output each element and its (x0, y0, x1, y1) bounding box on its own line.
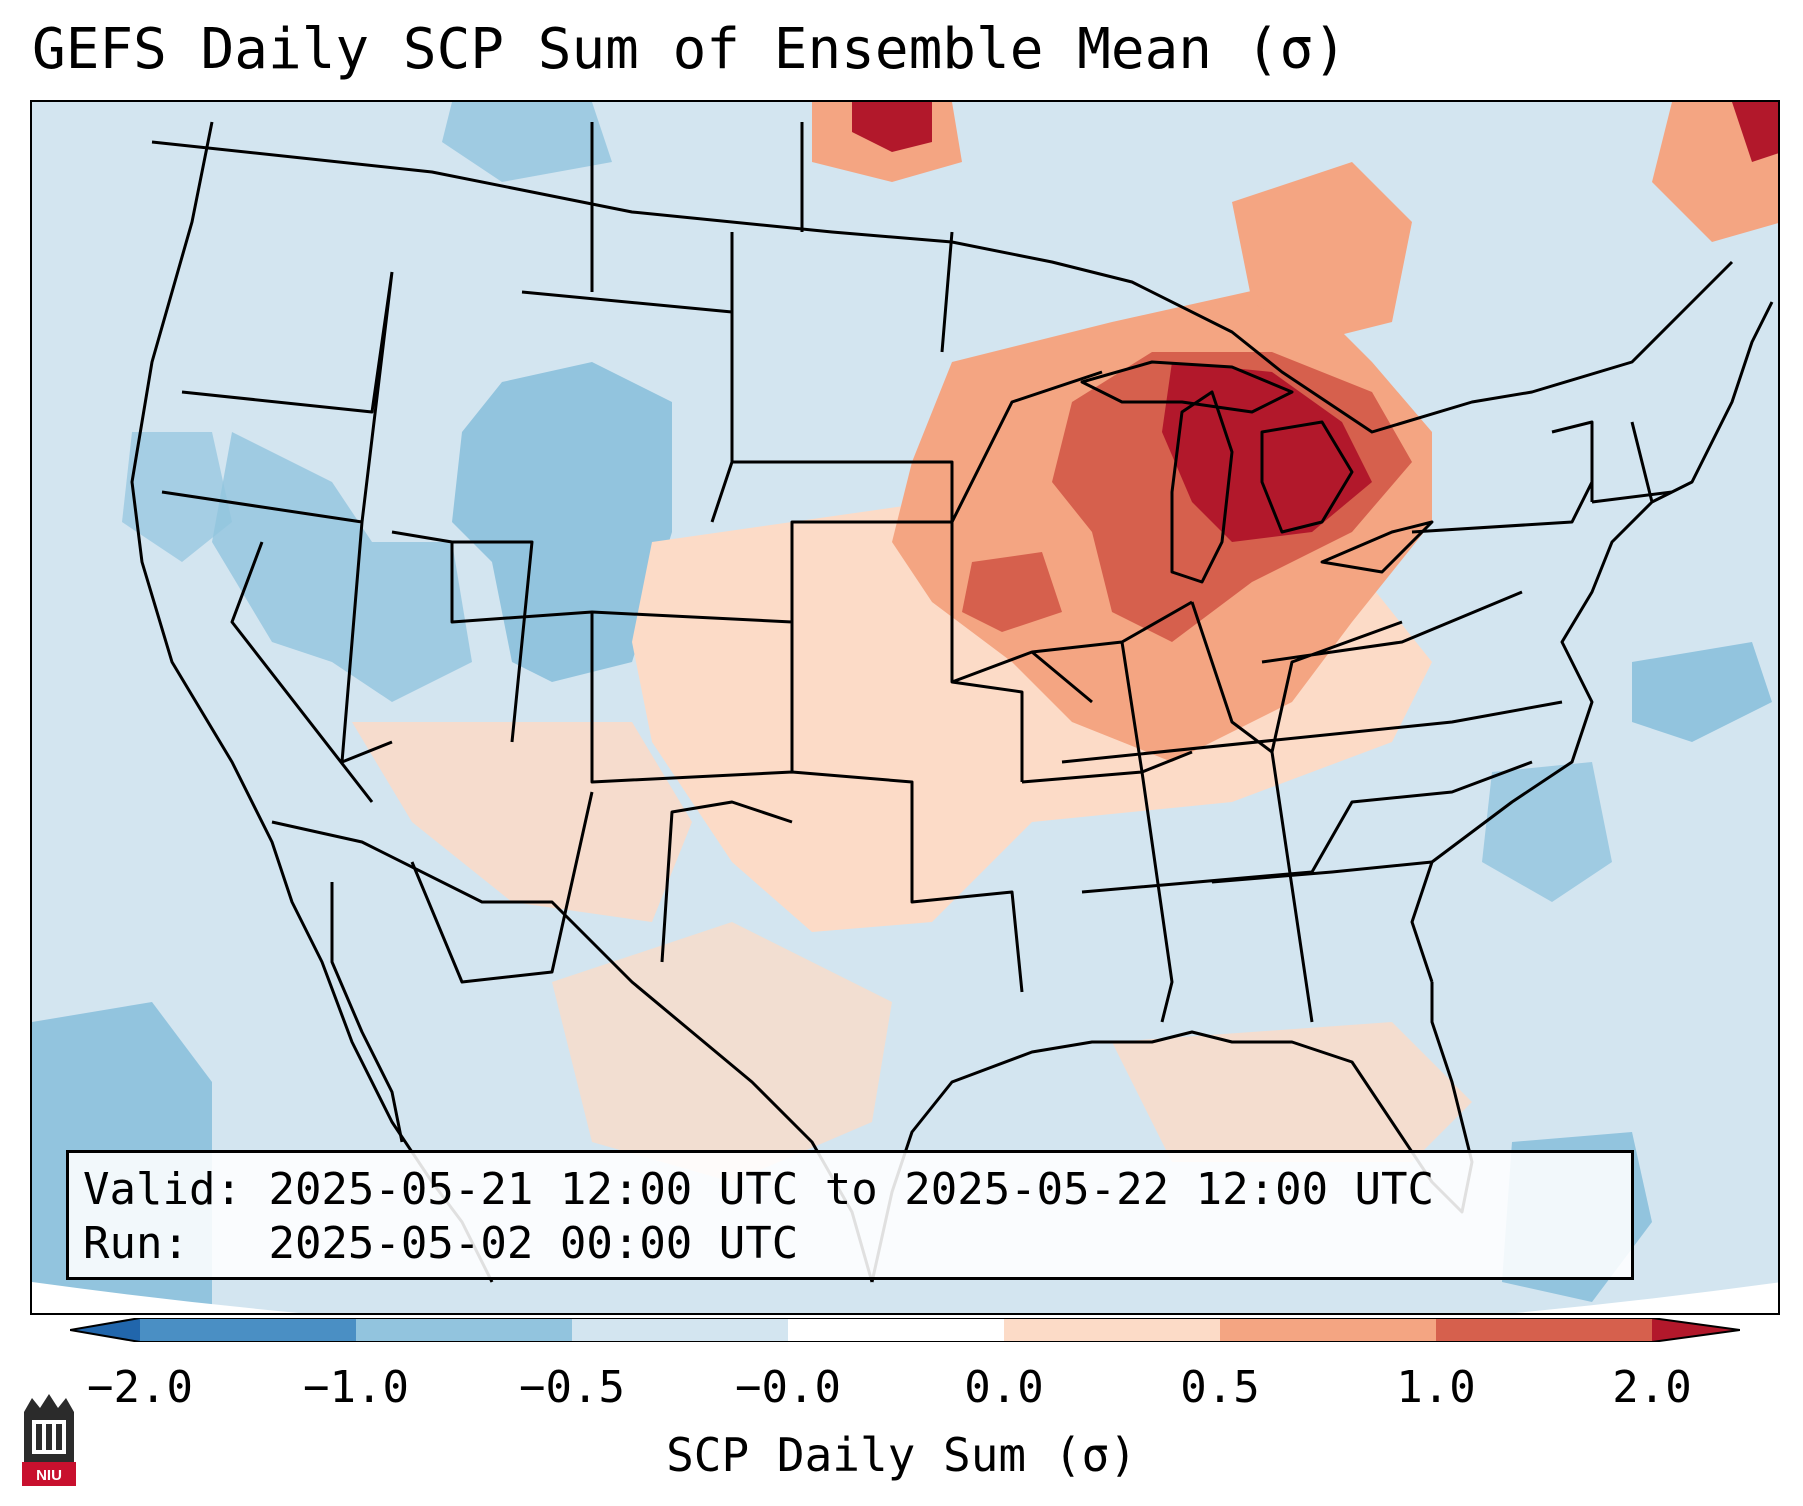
map-projection-edge (32, 1282, 1778, 1313)
region-oregon-coast-low (122, 432, 232, 562)
logo-text: NIU (36, 1467, 62, 1484)
us-canada-border (151, 140, 1734, 434)
region-carolina-low (1482, 762, 1612, 902)
colorbar-tick-label: 0.5 (1180, 1362, 1260, 1413)
niu-logo-icon: NIU (22, 1394, 76, 1486)
colorbar (70, 1318, 1740, 1342)
positive-anomaly-layer (352, 102, 1778, 1182)
state-lines (161, 122, 1673, 1023)
colorbar-bin-1 (140, 1318, 356, 1342)
colorbar-label: SCP Daily Sum (σ) (666, 1428, 1137, 1482)
map-canvas (32, 102, 1778, 1313)
colorbar-bin-3 (572, 1318, 788, 1342)
region-atlantic-low (1632, 642, 1772, 742)
region-wyoming-colorado-low (452, 362, 672, 682)
valid-label: Valid: (83, 1164, 242, 1215)
map-title: GEFS Daily SCP Sum of Ensemble Mean (σ) (32, 17, 1347, 82)
region-iowa-strong (962, 552, 1062, 632)
run-value: 2025-05-02 00:00 UTC (268, 1218, 799, 1269)
lake-erie (1320, 520, 1434, 574)
colorbar-bin-4 (788, 1318, 1004, 1342)
region-nevada-utah-low (212, 432, 472, 702)
colorbar-bin-7 (1436, 1318, 1652, 1342)
colorbar-tick-label: −0.5 (519, 1362, 625, 1413)
colorbar-tick-label: −1.0 (303, 1362, 409, 1413)
map-panel (30, 100, 1780, 1315)
lake-michigan (1170, 390, 1234, 584)
run-line: Run: 2025-05-02 00:00 UTC (83, 1217, 1617, 1271)
colorbar-bin-5 (1004, 1318, 1220, 1342)
boundary-lines (130, 121, 1774, 1283)
colorbar-tick-label: 1.0 (1396, 1362, 1476, 1413)
atlantic-coastline (1410, 301, 1774, 983)
valid-value: 2025-05-21 12:00 UTC to 2025-05-22 12:00… (268, 1164, 1435, 1215)
region-quebec-max (1732, 102, 1778, 162)
run-label: Run: (83, 1218, 189, 1269)
valid-run-info-box: Valid: 2025-05-21 12:00 UTC to 2025-05-2… (66, 1150, 1634, 1280)
region-southwest-light (352, 722, 692, 922)
colorbar-tick-label: −0.0 (735, 1362, 841, 1413)
colorbar-extend-high (1652, 1318, 1740, 1342)
region-gulf-light (1112, 1022, 1472, 1162)
gulf-coastline (870, 982, 1474, 1283)
region-texas-light (552, 922, 892, 1182)
valid-line: Valid: 2025-05-21 12:00 UTC to 2025-05-2… (83, 1163, 1617, 1217)
colorbar-tick-label: −2.0 (87, 1362, 193, 1413)
colorbar-extend-low (70, 1318, 140, 1342)
lake-superior (1080, 360, 1294, 414)
colorbar-tick-label: 2.0 (1612, 1362, 1692, 1413)
colorbar-tick-label: 0.0 (964, 1362, 1044, 1413)
lake-huron (1260, 420, 1354, 534)
region-montana-north-low (442, 102, 612, 182)
region-northdakota-max (852, 102, 932, 152)
region-ontario-medium (1232, 162, 1412, 342)
baja-coast (330, 882, 404, 1143)
colorbar-bin-2 (356, 1318, 572, 1342)
colorbar-bin-6 (1220, 1318, 1436, 1342)
